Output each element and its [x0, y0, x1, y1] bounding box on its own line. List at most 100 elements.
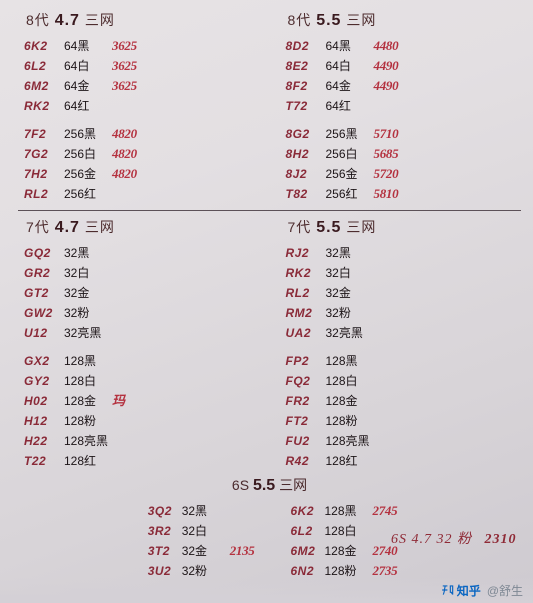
price-text: 5710	[374, 124, 399, 144]
spec-text: 64金	[326, 76, 374, 96]
spec-text: 64红	[326, 96, 374, 116]
spec-text: 128金	[325, 541, 373, 561]
model-code: 7F2	[18, 124, 64, 144]
model-code: FT2	[280, 411, 326, 431]
price-row: H22128亮黑	[18, 431, 260, 451]
price-text: 2135	[230, 541, 255, 561]
model-code: 6M2	[285, 541, 325, 561]
price-text: 玛	[112, 391, 125, 411]
price-row: T22128红	[18, 451, 260, 471]
price-row: U1232亮黑	[18, 323, 260, 343]
model-code: T82	[280, 184, 326, 204]
head-size: 4.7	[55, 12, 80, 29]
attribution-bar: 知乎 @舒生	[0, 577, 533, 603]
model-code: 8J2	[280, 164, 326, 184]
price-text: 3625	[112, 76, 137, 96]
spec-text: 64黑	[64, 36, 112, 56]
spacer	[18, 116, 260, 124]
model-code: H12	[18, 411, 64, 431]
model-code: RM2	[280, 303, 326, 323]
block-8gen: 8代 4.7 三网 6K264黑36256L264白36256M264金3625…	[18, 8, 521, 204]
price-row: 8E264白4490	[280, 56, 522, 76]
price-row: 8G2256黑5710	[280, 124, 522, 144]
model-code: H22	[18, 431, 64, 451]
price-row: H02128金玛	[18, 391, 260, 411]
spec-text: 32粉	[64, 303, 112, 323]
model-code: 3R2	[142, 521, 182, 541]
spec-text: 128红	[326, 451, 374, 471]
price-row: GR232白	[18, 263, 260, 283]
price-row: RL2256红	[18, 184, 260, 204]
model-code: GQ2	[18, 243, 64, 263]
group-64: 8D264黑44808E264白44908F264金4490T7264红	[280, 36, 522, 116]
price-row: FU2128亮黑	[280, 431, 522, 451]
head-net: 三网	[85, 12, 115, 28]
handwritten-note: 6S 4.7 32 粉 2310	[391, 532, 521, 549]
head-net: 三网	[279, 477, 307, 493]
spec-text: 32金	[182, 541, 230, 561]
model-code: RL2	[18, 184, 64, 204]
spec-text: 32黑	[182, 501, 230, 521]
block-6s: 6S 5.5 三网 3Q232黑3R232白3T232金21353U232粉 6…	[18, 475, 521, 581]
price-row: FR2128金	[280, 391, 522, 411]
price-text: 4490	[374, 76, 399, 96]
model-code: 8D2	[280, 36, 326, 56]
group-256: 7F2256黑48207G2256白48207H2256金4820RL2256红	[18, 124, 260, 204]
price-row: 7G2256白4820	[18, 144, 260, 164]
spec-text: 128金	[64, 391, 112, 411]
model-code: 6K2	[285, 501, 325, 521]
model-code: GX2	[18, 351, 64, 371]
price-row: 6K264黑3625	[18, 36, 260, 56]
model-code: 8G2	[280, 124, 326, 144]
price-row: RL232金	[280, 283, 522, 303]
head-size: 5.5	[316, 219, 341, 236]
price-row: FP2128黑	[280, 351, 522, 371]
price-text: 3625	[112, 56, 137, 76]
model-code: T22	[18, 451, 64, 471]
attribution-user: @舒生	[487, 582, 523, 599]
spec-text: 128粉	[64, 411, 112, 431]
model-code: UA2	[280, 323, 326, 343]
price-row: 3Q232黑	[142, 501, 255, 521]
spec-text: 32金	[64, 283, 112, 303]
price-row: RM232粉	[280, 303, 522, 323]
spec-text: 128白	[325, 521, 373, 541]
group-128: GX2128黑GY2128白H02128金玛H12128粉H22128亮黑T22…	[18, 351, 260, 471]
col-6s-128: 6K2128黑27456L2128白6M2128金27406N2128粉2735	[285, 501, 398, 581]
heading-8gen-55: 8代 5.5 三网	[288, 10, 522, 30]
price-text: 4820	[112, 144, 137, 164]
price-row: 6M2128金2740	[285, 541, 398, 561]
spec-text: 32白	[182, 521, 230, 541]
spec-text: 64白	[326, 56, 374, 76]
price-row: T7264红	[280, 96, 522, 116]
heading-7gen-55: 7代 5.5 三网	[288, 217, 522, 237]
model-code: 6L2	[285, 521, 325, 541]
model-code: 6M2	[18, 76, 64, 96]
spec-text: 256白	[326, 144, 374, 164]
col-7gen-47: 7代 4.7 三网 GQ232黑GR232白GT232金GW232粉U1232亮…	[18, 215, 260, 471]
price-row: 7F2256黑4820	[18, 124, 260, 144]
spacer	[280, 343, 522, 351]
price-text: 3625	[112, 36, 137, 56]
model-code: RK2	[280, 263, 326, 283]
spec-text: 32白	[64, 263, 112, 283]
model-code: 6K2	[18, 36, 64, 56]
group-32: GQ232黑GR232白GT232金GW232粉U1232亮黑	[18, 243, 260, 343]
price-row: 6K2128黑2745	[285, 501, 398, 521]
price-row: 6L2128白	[285, 521, 398, 541]
model-code: H02	[18, 391, 64, 411]
head-size: 5.5	[253, 477, 275, 494]
spec-text: 32黑	[326, 243, 374, 263]
paper-background: 8代 4.7 三网 6K264黑36256L264白36256M264金3625…	[0, 0, 533, 603]
price-row: H12128粉	[18, 411, 260, 431]
model-code: FU2	[280, 431, 326, 451]
heading-6s: 6S 5.5 三网	[18, 475, 521, 495]
col-7gen-55: 7代 5.5 三网 RJ232黑RK232白RL232金RM232粉UA232亮…	[280, 215, 522, 471]
col-6s-32: 3Q232黑3R232白3T232金21353U232粉	[142, 501, 255, 581]
spec-text: 64红	[64, 96, 112, 116]
heading-8gen-47: 8代 4.7 三网	[26, 10, 260, 30]
spec-text: 32白	[326, 263, 374, 283]
spec-text: 64黑	[326, 36, 374, 56]
model-code: GT2	[18, 283, 64, 303]
spec-text: 128黑	[64, 351, 112, 371]
